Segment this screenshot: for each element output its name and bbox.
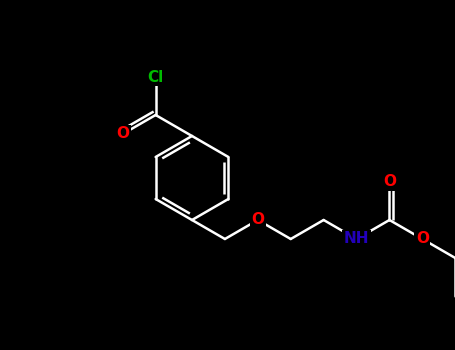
Text: Cl: Cl	[147, 70, 164, 84]
Text: O: O	[383, 175, 396, 189]
Text: O: O	[416, 231, 429, 246]
Text: O: O	[251, 212, 264, 228]
Text: NH: NH	[344, 231, 369, 246]
Text: O: O	[116, 126, 129, 141]
